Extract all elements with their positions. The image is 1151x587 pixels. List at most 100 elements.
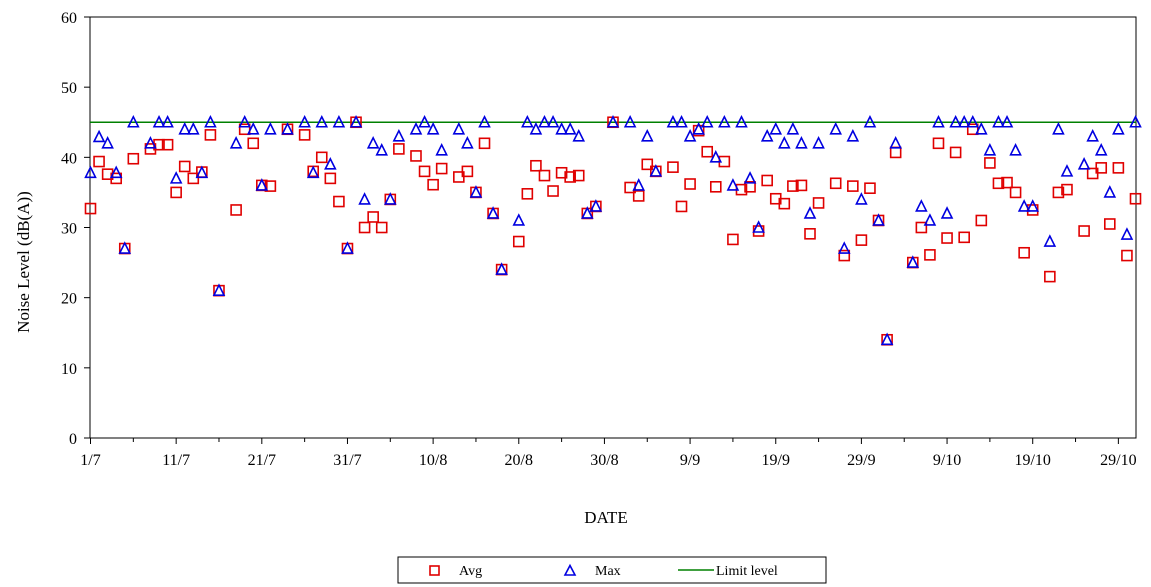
max-point [152,114,166,128]
avg-point [204,129,217,141]
y-axis: 0 10 20 30 40 50 60 [61,10,90,448]
max-point [1052,121,1065,135]
avg-point [838,249,851,262]
max-point [786,121,800,135]
max-point [915,199,928,212]
avg-point [410,150,422,162]
max-point [563,121,577,135]
avg-point [93,155,105,168]
max-point [932,114,945,128]
max-point [84,165,97,179]
max-point [118,241,132,254]
max-point [461,136,474,149]
avg-point [1018,246,1030,259]
max-point [195,165,209,179]
avg-point [418,165,431,178]
avg-point [847,180,859,192]
max-point [769,121,783,135]
max-point [409,121,423,135]
avg-point [393,143,405,155]
max-point [589,199,603,212]
max-point [255,178,269,191]
avg-point [247,137,260,150]
avg-point [855,234,868,246]
avg-point [1095,162,1108,174]
max-point [1000,114,1014,128]
avg-point [333,195,345,208]
avg-point [127,152,140,165]
max-point [975,121,988,135]
max-point [700,114,714,128]
x-tick-label: 30/8 [590,452,618,469]
avg-point [709,181,722,193]
max-point [324,157,337,170]
x-tick-label: 1/7 [80,452,100,469]
max-point [778,136,791,149]
y-tick-label: 60 [61,10,77,27]
max-point [298,114,311,128]
max-point [837,241,851,254]
avg-point [230,204,242,216]
avg-point [315,151,328,164]
max-point [452,121,466,135]
max-point [726,178,740,191]
max-point [538,114,551,128]
x-axis: 1/7 11/7 21/7 31/7 10/8 20/8 30/8 9/9 19/9 29/9 9/… [80,438,1137,469]
max-point [101,136,114,149]
avg-point [161,138,174,151]
avg-point [804,228,816,240]
max-point [572,128,586,142]
x-tick-label: 31/7 [333,452,361,469]
max-point [889,136,902,149]
max-point [803,206,817,219]
max-point [940,206,954,219]
avg-point [864,182,876,195]
max-point [161,114,174,128]
max-point [1086,128,1099,142]
max-point [957,114,971,128]
max-point [264,121,277,135]
max-point [178,121,192,135]
avg-point [632,190,645,202]
max-point [863,114,877,128]
max-point [992,114,1005,128]
max-point [384,192,397,205]
x-tick-label: 21/7 [248,452,276,469]
x-tick-label: 9/10 [933,452,961,469]
avg-point [375,221,388,234]
avg-point [975,214,988,227]
avg-point [1112,162,1125,174]
max-point [692,121,705,135]
avg-point [1078,225,1090,237]
max-point [923,213,937,226]
max-point [229,136,243,149]
max-point [795,136,808,149]
avg-point [461,165,474,178]
max-point [649,164,663,177]
avg-point [358,221,371,234]
avg-point [110,172,122,185]
avg-point [667,161,679,173]
y-tick-label: 10 [61,361,77,378]
avg-point [367,211,379,223]
avg-point [298,129,311,141]
avg-point [1052,186,1065,199]
max-point [246,121,260,135]
max-point [1094,143,1108,156]
max-point [186,121,200,135]
max-point [709,150,723,163]
legend-limit-label: Limit level [716,564,778,579]
avg-series [84,116,1142,346]
avg-point [932,137,945,150]
avg-point [427,178,439,191]
max-point [632,178,645,191]
avg-point [692,124,705,137]
y-tick-label: 30 [61,221,77,238]
avg-point [564,171,576,183]
max-point [880,332,894,346]
avg-point [812,197,825,209]
max-point [332,114,346,128]
max-point [1043,234,1057,247]
max-point [752,220,765,233]
